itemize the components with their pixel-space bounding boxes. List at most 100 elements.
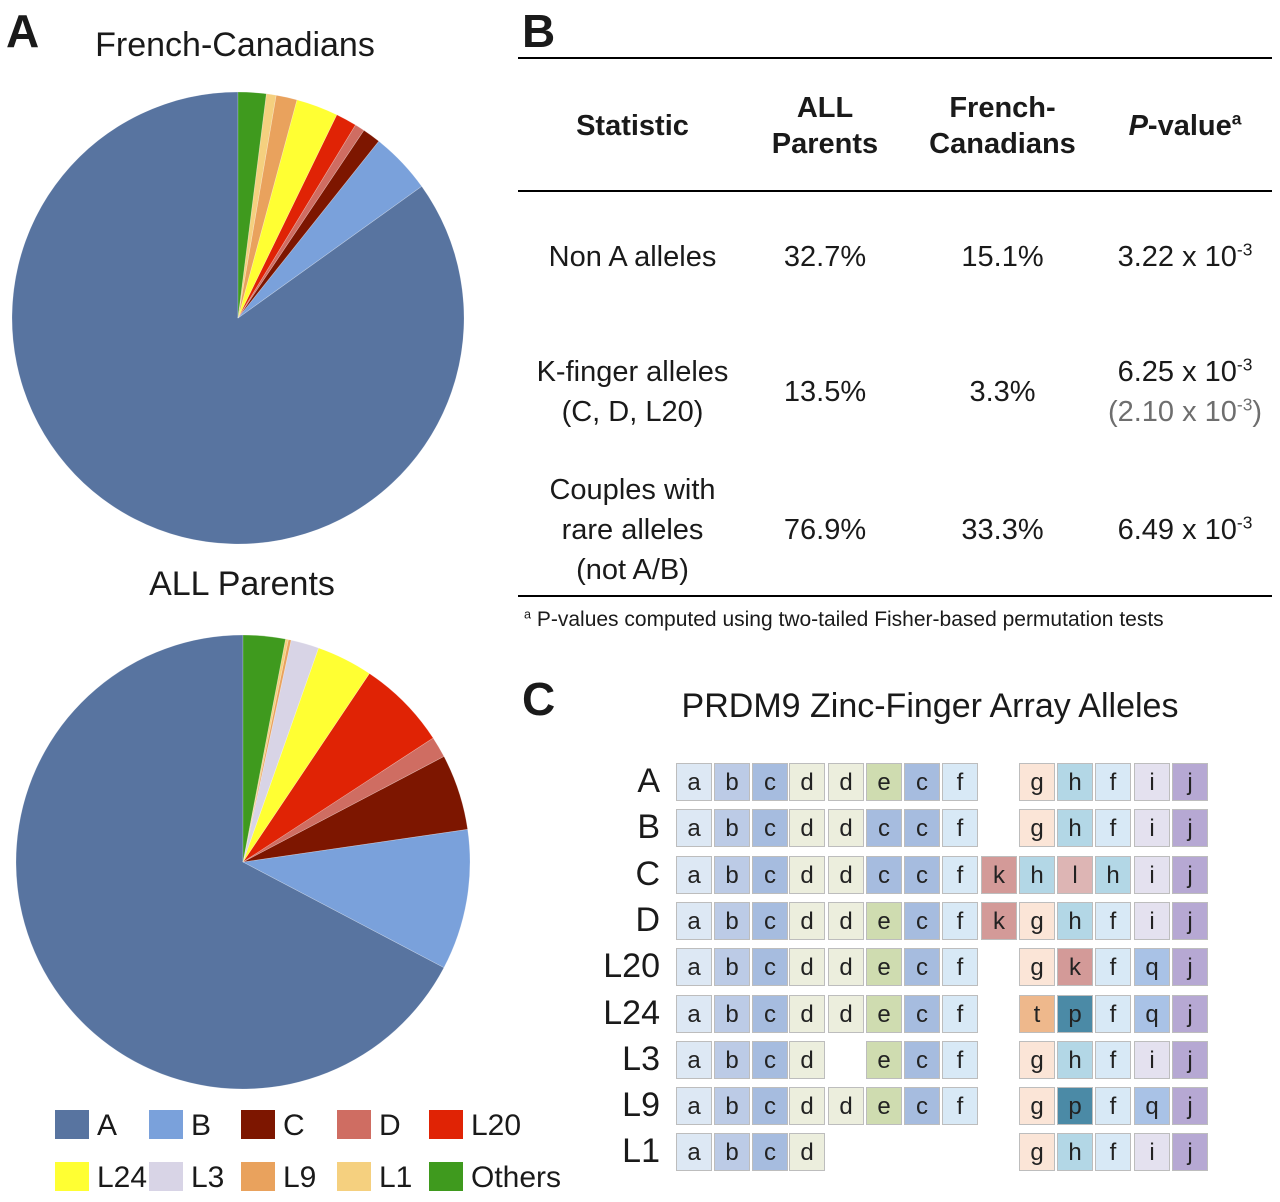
pie-slice-b — [237, 140, 423, 319]
cell-french-canadians: 15.1% — [961, 241, 1044, 273]
zinc-finger-b: b — [714, 763, 750, 801]
zinc-finger-h: h — [1057, 1040, 1093, 1079]
panel-a-letter: A — [6, 5, 40, 57]
zinc-finger-f: f — [942, 901, 978, 940]
table-footnote: a P-values computed using two-tailed Fis… — [524, 608, 1164, 632]
zinc-finger-d: d — [789, 1040, 825, 1079]
zinc-finger-e: e — [866, 1087, 902, 1126]
pie-slice-a — [11, 91, 465, 545]
zinc-finger-p: p — [1057, 994, 1093, 1033]
legend-swatch — [149, 1110, 183, 1139]
zinc-finger-f: f — [1095, 1087, 1131, 1126]
allele-label-c: C — [635, 854, 660, 893]
zinc-finger-g: g — [1019, 1133, 1055, 1172]
legend-item-l20: L20 — [429, 1108, 521, 1144]
zinc-finger-b: b — [714, 1133, 750, 1172]
allele-label-l24: L24 — [603, 993, 660, 1032]
zinc-finger-c: c — [904, 809, 940, 848]
zinc-finger-b: b — [714, 948, 750, 987]
pie-slice-l9 — [237, 94, 298, 319]
zinc-finger-d: d — [828, 948, 864, 987]
panel-b-letter: B — [522, 5, 556, 57]
zinc-finger-d: d — [789, 763, 825, 801]
zinc-finger-f: f — [942, 809, 978, 848]
legend-swatch — [429, 1110, 463, 1139]
zinc-finger-a: a — [676, 948, 712, 987]
zinc-finger-h: h — [1019, 855, 1055, 894]
header-french-canadians: French- Canadians — [905, 90, 1100, 162]
legend-swatch — [149, 1162, 183, 1191]
pie-title-french-canadians: French-Canadians — [95, 26, 375, 64]
zinc-finger-c: c — [752, 901, 788, 940]
header-fc-line2: Canadians — [929, 128, 1076, 160]
pie-chart-all-parents — [15, 634, 471, 1090]
zinc-finger-h: h — [1057, 809, 1093, 848]
table-header-rule — [518, 190, 1272, 192]
zinc-finger-d: d — [789, 994, 825, 1033]
pie-slice-l1 — [237, 93, 277, 319]
legend-item-d: D — [337, 1108, 401, 1144]
zinc-finger-j: j — [1172, 901, 1208, 940]
legend-label: L3 — [191, 1161, 225, 1194]
zinc-finger-c: c — [752, 763, 788, 801]
table-bottom-rule — [518, 595, 1272, 597]
zinc-finger-g: g — [1019, 763, 1055, 801]
zinc-finger-h: h — [1057, 763, 1093, 801]
zinc-finger-i: i — [1134, 901, 1170, 940]
header-p-rest: -value — [1147, 110, 1232, 142]
header-all-line2: Parents — [771, 128, 879, 160]
statistic-line: (not A/B) — [576, 554, 689, 586]
pie-slice-d — [242, 737, 445, 863]
zinc-finger-c: c — [904, 948, 940, 987]
legend-item-a: A — [55, 1108, 117, 1144]
allele-label-d: D — [635, 900, 660, 939]
pie-slice-c — [242, 756, 468, 863]
legend-item-l9: L9 — [241, 1160, 316, 1196]
header-all-parents: ALL Parents — [745, 90, 905, 162]
zinc-finger-c: c — [904, 763, 940, 801]
p-value-adjusted: (2.10 x 10-3) — [1107, 394, 1263, 428]
zinc-finger-j: j — [1172, 1087, 1208, 1126]
pie-chart-french-canadians — [11, 91, 465, 545]
statistic-line: Non A alleles — [548, 241, 717, 273]
cell-french-canadians: 33.3% — [961, 514, 1044, 546]
pie-slice-a — [15, 634, 445, 1090]
cell-statistic: K-finger alleles (C, D, L20) — [520, 352, 745, 432]
zinc-finger-c: c — [866, 809, 902, 848]
zinc-finger-b: b — [714, 809, 750, 848]
zinc-finger-c: c — [752, 994, 788, 1033]
zinc-finger-j: j — [1172, 809, 1208, 848]
cell-p-value: 6.49 x 10-3 — [1095, 510, 1275, 550]
pie-slice-others — [242, 634, 286, 863]
zinc-finger-k: k — [981, 901, 1017, 940]
zinc-finger-g: g — [1019, 1087, 1055, 1126]
zinc-finger-h: h — [1057, 901, 1093, 940]
zinc-finger-h: h — [1095, 855, 1131, 894]
zinc-finger-c: c — [904, 1087, 940, 1126]
zinc-finger-i: i — [1134, 809, 1170, 848]
allele-label-l9: L9 — [622, 1086, 660, 1125]
zinc-finger-d: d — [828, 763, 864, 801]
zinc-finger-d: d — [828, 809, 864, 848]
zinc-finger-a: a — [676, 809, 712, 848]
pie-slice-l3 — [242, 639, 319, 863]
cell-french-canadians: 3.3% — [969, 376, 1036, 408]
zinc-finger-q: q — [1134, 1087, 1170, 1126]
header-p-sup: a — [1231, 108, 1242, 129]
allele-label-b: B — [637, 808, 660, 847]
zinc-finger-g: g — [1019, 948, 1055, 987]
cell-statistic: Non A alleles — [520, 237, 745, 277]
zinc-finger-d: d — [828, 1087, 864, 1126]
allele-label-a: A — [637, 762, 660, 800]
legend-label: L20 — [471, 1109, 522, 1142]
zinc-finger-f: f — [942, 1040, 978, 1079]
zinc-finger-e: e — [866, 763, 902, 801]
zinc-finger-f: f — [942, 1087, 978, 1126]
pie-slice-l1 — [242, 638, 289, 863]
zinc-finger-f: f — [1095, 763, 1131, 801]
zinc-finger-i: i — [1134, 1133, 1170, 1172]
zinc-finger-a: a — [676, 901, 712, 940]
legend-item-l1: L1 — [337, 1160, 412, 1196]
zinc-finger-i: i — [1134, 855, 1170, 894]
statistic-line: rare alleles — [561, 514, 704, 546]
